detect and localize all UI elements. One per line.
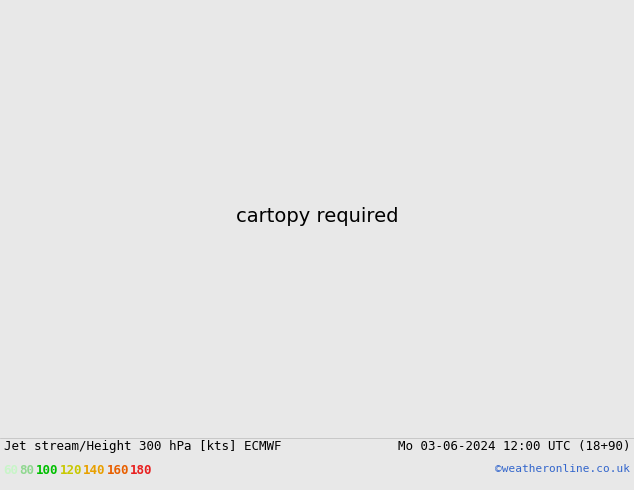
Text: 140: 140	[83, 464, 105, 477]
Text: 60: 60	[3, 464, 18, 477]
Text: 180: 180	[130, 464, 152, 477]
Text: 160: 160	[107, 464, 129, 477]
Text: Mo 03-06-2024 12:00 UTC (18+90): Mo 03-06-2024 12:00 UTC (18+90)	[398, 440, 630, 453]
Text: Jet stream/Height 300 hPa [kts] ECMWF: Jet stream/Height 300 hPa [kts] ECMWF	[4, 440, 281, 453]
Text: 100: 100	[36, 464, 59, 477]
Text: cartopy required: cartopy required	[236, 207, 398, 226]
Text: ©weatheronline.co.uk: ©weatheronline.co.uk	[495, 464, 630, 474]
Text: 120: 120	[60, 464, 82, 477]
Text: 80: 80	[20, 464, 35, 477]
